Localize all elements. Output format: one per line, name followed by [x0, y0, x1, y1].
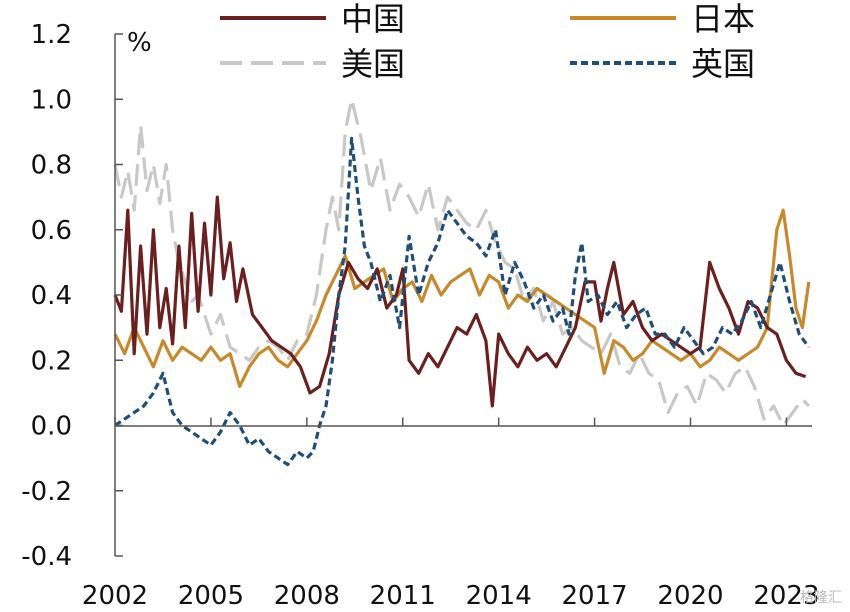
y-tick-label: 0.2 [31, 346, 72, 376]
x-tick-label: 2014 [466, 581, 532, 611]
y-tick-label: -0.4 [21, 542, 72, 572]
x-tick-label: 2005 [178, 581, 244, 611]
x-tick-label: 2002 [82, 581, 148, 611]
legend-label-2: 美国 [341, 45, 405, 83]
y-tick-label: 0.8 [31, 151, 72, 181]
y-tick-label: 1.0 [31, 85, 72, 115]
legend-label-0: 中国 [341, 0, 405, 38]
y-tick-label: -0.2 [21, 477, 72, 507]
x-ticks: 2002 2005 2008 2011 2014 2017 2020 2023 [82, 417, 820, 611]
series-line-1 [113, 208, 811, 388]
x-tick-label: 2011 [370, 581, 436, 611]
y-tick-label: 0.4 [31, 281, 72, 311]
x-tick-label: 2017 [562, 581, 628, 611]
legend-label-3: 英国 [691, 45, 755, 83]
y-ticks: -0.4 -0.2 0.0 0.2 0.4 0.6 0.8 1.0 1.2 [21, 20, 123, 572]
unit-label: % [127, 28, 152, 58]
series-line-2 [113, 97, 810, 428]
series-layer [113, 97, 811, 467]
watermark-text: 格隆汇 [800, 590, 842, 606]
x-tick-label: 2023 [753, 581, 819, 611]
series-line-0 [113, 195, 807, 408]
series-line-3 [114, 136, 811, 467]
y-tick-label: 0.0 [31, 412, 72, 442]
x-tick-label: 2020 [657, 581, 723, 611]
y-tick-label: 0.6 [31, 216, 72, 246]
y-tick-label: 1.2 [31, 20, 72, 50]
legend-label-1: 日本 [691, 0, 755, 38]
x-tick-label: 2008 [274, 581, 340, 611]
